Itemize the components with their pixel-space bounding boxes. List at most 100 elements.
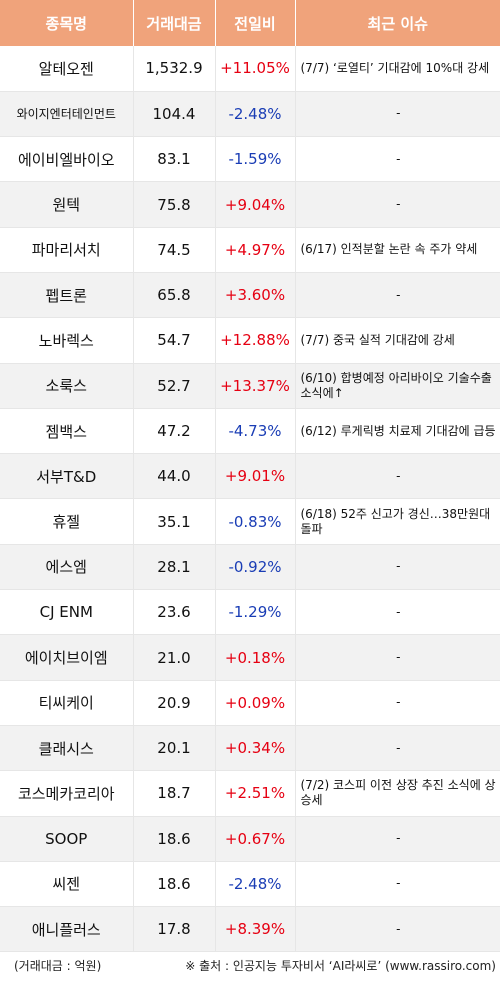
table-row: 서부T&D 44.0 +9.01% -: [0, 453, 500, 500]
stock-name: 에스엠: [0, 544, 134, 591]
stock-name: 파마리서치: [0, 227, 134, 273]
stock-name: 젬백스: [0, 408, 134, 455]
stock-name: 알테오젠: [0, 46, 134, 92]
header-name: 종목명: [0, 0, 134, 46]
trading-volume: 83.1: [133, 136, 216, 183]
stock-name: 에이비엘바이오: [0, 136, 134, 183]
trading-volume: 47.2: [133, 408, 216, 455]
table-row: 젬백스 47.2 -4.73% (6/12) 루게릭병 치료제 기대감에 급등: [0, 408, 500, 455]
table-row: 티씨케이 20.9 +0.09% -: [0, 680, 500, 726]
stock-name: 티씨케이: [0, 680, 134, 726]
trading-volume: 1,532.9: [133, 46, 216, 92]
table-row: 에스엠 28.1 -0.92% -: [0, 544, 500, 591]
stock-name: 씨젠: [0, 861, 134, 908]
trading-volume: 75.8: [133, 181, 216, 228]
stock-name: 클래시스: [0, 725, 134, 772]
recent-issue: -: [295, 725, 500, 772]
price-change: -2.48%: [215, 861, 296, 908]
trading-volume: 18.7: [133, 770, 216, 817]
trading-volume: 54.7: [133, 317, 216, 364]
recent-issue: -: [295, 272, 500, 319]
table-row: 펩트론 65.8 +3.60% -: [0, 272, 500, 319]
stock-name: SOOP: [0, 816, 134, 862]
table-row: 에이치브이엠 21.0 +0.18% -: [0, 634, 500, 681]
stock-name: 원텍: [0, 181, 134, 228]
price-change: -1.29%: [215, 589, 296, 636]
price-change: +4.97%: [215, 227, 296, 273]
table-row: 애니플러스 17.8 +8.39% -: [0, 906, 500, 953]
table-row: 노바렉스 54.7 +12.88% (7/7) 중국 실적 기대감에 강세: [0, 317, 500, 364]
price-change: -0.92%: [215, 544, 296, 591]
price-change: +13.37%: [215, 363, 296, 409]
recent-issue: (7/7) 중국 실적 기대감에 강세: [295, 317, 500, 364]
table-row: CJ ENM 23.6 -1.29% -: [0, 589, 500, 636]
price-change: +9.04%: [215, 181, 296, 228]
price-change: +8.39%: [215, 906, 296, 953]
trading-volume: 18.6: [133, 861, 216, 908]
table-row: 파마리서치 74.5 +4.97% (6/17) 인적분할 논란 속 주가 약세: [0, 227, 500, 273]
stock-name: 코스메카코리아: [0, 770, 134, 817]
trading-volume: 18.6: [133, 816, 216, 862]
recent-issue: -: [295, 136, 500, 183]
table-row: SOOP 18.6 +0.67% -: [0, 816, 500, 862]
recent-issue: -: [295, 453, 500, 500]
table-row: 와이지엔터테인먼트 104.4 -2.48% -: [0, 91, 500, 138]
stock-name: 펩트론: [0, 272, 134, 319]
trading-volume: 20.9: [133, 680, 216, 726]
trading-volume: 44.0: [133, 453, 216, 500]
table-row: 원텍 75.8 +9.04% -: [0, 181, 500, 228]
header-volume: 거래대금: [133, 0, 216, 46]
stock-name: 애니플러스: [0, 906, 134, 953]
trading-volume: 21.0: [133, 634, 216, 681]
stock-name: 서부T&D: [0, 453, 134, 500]
recent-issue: (6/12) 루게릭병 치료제 기대감에 급등: [295, 408, 500, 455]
header-issue: 최근 이슈: [295, 0, 500, 46]
recent-issue: (6/10) 합병예정 아리바이오 기술수출 소식에↑: [295, 363, 500, 409]
price-change: +3.60%: [215, 272, 296, 319]
stock-name: 노바렉스: [0, 317, 134, 364]
recent-issue: (7/7) ‘로열티’ 기대감에 10%대 강세: [295, 46, 500, 92]
trading-volume: 65.8: [133, 272, 216, 319]
trading-volume: 28.1: [133, 544, 216, 591]
table-body: 알테오젠 1,532.9 +11.05% (7/7) ‘로열티’ 기대감에 10%대 …: [0, 46, 500, 953]
price-change: -0.83%: [215, 498, 296, 545]
table-row: 코스메카코리아 18.7 +2.51% (7/2) 코스피 이전 상장 추진 소식에 …: [0, 770, 500, 817]
stock-name: 소룩스: [0, 363, 134, 409]
price-change: -4.73%: [215, 408, 296, 455]
price-change: +0.18%: [215, 634, 296, 681]
recent-issue: -: [295, 181, 500, 228]
table-row: 소룩스 52.7 +13.37% (6/10) 합병예정 아리바이오 기술수출 소식에…: [0, 363, 500, 409]
stock-name: 휴젤: [0, 498, 134, 545]
header-change: 전일비: [215, 0, 296, 46]
recent-issue: -: [295, 91, 500, 138]
trading-volume: 52.7: [133, 363, 216, 409]
footer-source: ※ 출처 : 인공지능 투자비서 ‘AI라씨로’ (www.rassiro.co…: [185, 959, 496, 973]
trading-volume: 35.1: [133, 498, 216, 545]
trading-volume: 20.1: [133, 725, 216, 772]
price-change: +0.34%: [215, 725, 296, 772]
table-row: 휴젤 35.1 -0.83% (6/18) 52주 신고가 경신…38만원대 돌파: [0, 498, 500, 545]
recent-issue: (6/17) 인적분할 논란 속 주가 약세: [295, 227, 500, 273]
price-change: -1.59%: [215, 136, 296, 183]
recent-issue: (7/2) 코스피 이전 상장 추진 소식에 상승세: [295, 770, 500, 817]
recent-issue: -: [295, 680, 500, 726]
trading-volume: 23.6: [133, 589, 216, 636]
price-change: +12.88%: [215, 317, 296, 364]
recent-issue: -: [295, 861, 500, 908]
table-row: 클래시스 20.1 +0.34% -: [0, 725, 500, 772]
recent-issue: -: [295, 544, 500, 591]
trading-volume: 104.4: [133, 91, 216, 138]
price-change: +0.09%: [215, 680, 296, 726]
footer: (거래대금 : 억원) ※ 출처 : 인공지능 투자비서 ‘AI라씨로’ (ww…: [0, 952, 500, 978]
table-row: 알테오젠 1,532.9 +11.05% (7/7) ‘로열티’ 기대감에 10%대 …: [0, 46, 500, 92]
table-row: 에이비엘바이오 83.1 -1.59% -: [0, 136, 500, 183]
recent-issue: (6/18) 52주 신고가 경신…38만원대 돌파: [295, 498, 500, 545]
recent-issue: -: [295, 634, 500, 681]
stock-name: CJ ENM: [0, 589, 134, 636]
price-change: +2.51%: [215, 770, 296, 817]
price-change: +9.01%: [215, 453, 296, 500]
recent-issue: -: [295, 906, 500, 953]
table-header-row: 종목명 거래대금 전일비 최근 이슈: [0, 0, 500, 46]
stock-table: 종목명 거래대금 전일비 최근 이슈 알테오젠 1,532.9 +11.05% (7/…: [0, 0, 500, 953]
